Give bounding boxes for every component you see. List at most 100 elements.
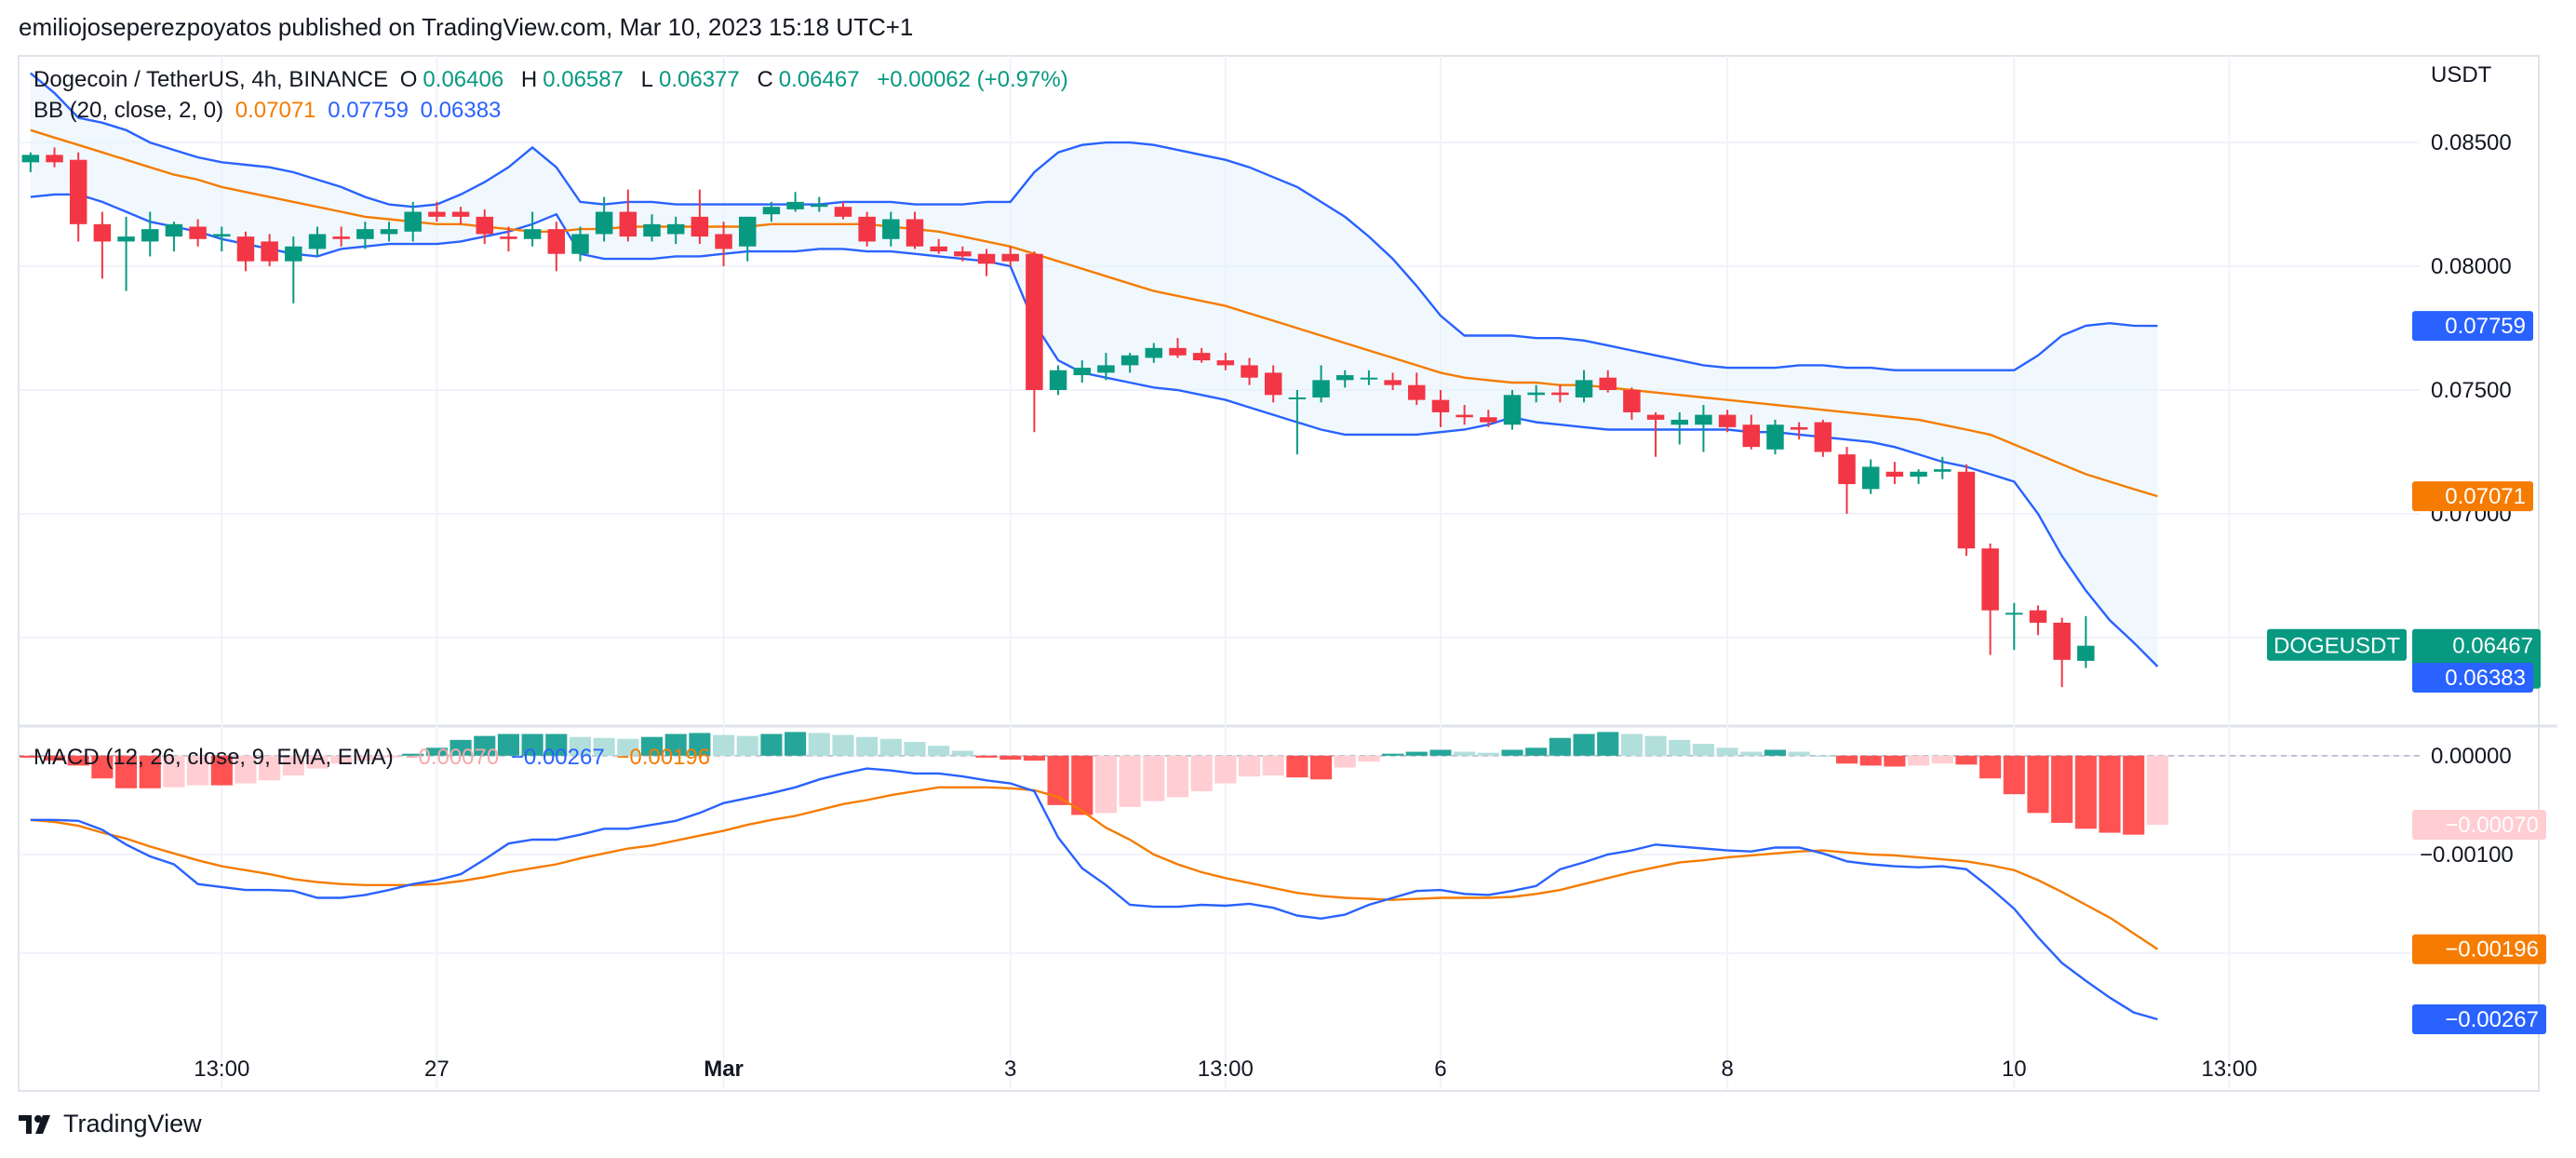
candle-body [1599, 377, 1617, 390]
bb-basis-line [30, 128, 2158, 498]
candle-body [2029, 610, 2047, 623]
macd-histogram-bar [1214, 755, 1237, 784]
tradingview-brand[interactable]: TradingView [19, 1110, 202, 1138]
candle-body [571, 234, 589, 254]
candle-body [858, 216, 876, 242]
macd-histogram-bar [330, 755, 353, 764]
macd-histogram-bar [569, 736, 592, 756]
bb-upper-line [30, 72, 2158, 371]
macd-histogram-bar [378, 755, 400, 758]
candle-body [1503, 395, 1522, 425]
macd-histogram-bar [1310, 755, 1333, 780]
macd-histogram-bar [951, 750, 973, 756]
candle-body [1575, 380, 1593, 397]
published-header: emiliojoseperezpoyatos published on Trad… [19, 13, 913, 42]
macd-histogram-bar [1143, 755, 1165, 801]
candle-body [1241, 365, 1258, 378]
candle-body [451, 211, 470, 217]
candle-body [1456, 414, 1473, 418]
bb-lower-tag: 0.06383 [2412, 663, 2533, 693]
bb-legend: BB (20, close, 2, 0) 0.07071 0.07759 0.0… [34, 98, 506, 124]
bb-lower-line [30, 193, 2159, 667]
macd-histogram-bar [545, 734, 568, 756]
candle-body [1646, 414, 1665, 420]
macd-histogram-bar [1477, 752, 1499, 756]
macd-histogram-bar [1835, 755, 1858, 764]
bb-upper-tag-bg [2412, 311, 2533, 342]
macd-histogram-bar [593, 737, 615, 756]
macd-histogram-bar [1094, 755, 1117, 814]
macd-histogram-bar [1358, 755, 1380, 762]
candle-body [2006, 613, 2023, 615]
candle-body [1431, 399, 1450, 412]
candle-body [1623, 390, 1641, 412]
macd-histogram-bar [1405, 751, 1428, 756]
macd-histogram-bar [1859, 755, 1882, 766]
price-axis-unit: USDT [2431, 62, 2492, 88]
macd-line [30, 767, 2158, 1021]
candle-body [1551, 392, 1569, 396]
candle-body [666, 223, 685, 235]
macd-histogram-bar [1692, 744, 1714, 756]
candle-body [261, 241, 278, 262]
bollinger-bands [30, 72, 2159, 667]
time-tick-label: 13:00 [1198, 1057, 1254, 1082]
macd-histogram-bar [856, 736, 879, 756]
macd-histogram-bar [1334, 755, 1356, 768]
candle-body [834, 207, 852, 217]
macd-histogram-bar [1764, 749, 1787, 756]
macd-histogram-bar [785, 732, 807, 756]
bb-upper-tag: 0.07759 [2412, 311, 2533, 342]
candle-body [1766, 424, 1784, 450]
candle-body [117, 236, 135, 242]
candle-body [165, 223, 183, 237]
macd-histogram-bar [235, 755, 257, 784]
candle-body [1742, 424, 1761, 448]
bb-lower-value: 0.06383 [420, 98, 502, 123]
macd-histogram-bar [1286, 755, 1308, 778]
macd-histogram-bar [1023, 755, 1045, 761]
macd-histogram-bar [2003, 755, 2025, 795]
bb-lower-tag-bg [2412, 663, 2533, 693]
candle-body [2053, 622, 2071, 660]
candle-body [619, 211, 637, 237]
macd-histogram-bar [1979, 755, 2002, 779]
candle-body [213, 234, 231, 237]
macd-histogram-bar [640, 736, 664, 756]
time-tick-label: 13:00 [2201, 1057, 2257, 1082]
macd-tick-label: −0.00100 [2420, 842, 2514, 868]
macd-signal-value: −0.00196 [616, 745, 711, 770]
candle-body [1480, 417, 1497, 423]
candle-body [141, 229, 159, 242]
candle-body [523, 229, 542, 239]
macd-title[interactable]: MACD (12, 26, close, 9, EMA, EMA) [34, 745, 394, 770]
macd-histogram-bar [1573, 734, 1595, 756]
macd-histogram-bar [20, 755, 42, 758]
macd-histogram-bar [1788, 751, 1810, 756]
macd-histogram-bar [43, 755, 66, 761]
macd-histogram-bar [1190, 755, 1213, 791]
macd-histogram-bar [713, 734, 735, 756]
macd-histogram-bar [1955, 755, 1978, 765]
macd-histogram-bar [1000, 755, 1022, 761]
ohlc-high: H 0.06587 [520, 67, 624, 92]
macd-histogram-bar [1382, 753, 1404, 756]
candle-body [1861, 466, 1880, 490]
macd-histogram-bar [306, 755, 329, 769]
macd-histogram-bar [760, 734, 783, 756]
candle-body [46, 155, 63, 163]
candle-body [332, 236, 350, 239]
macd-histogram-bar [879, 738, 902, 756]
time-tick-label: Mar [704, 1057, 744, 1082]
bb-title[interactable]: BB (20, close, 2, 0) [34, 98, 224, 123]
candle-body [1288, 397, 1307, 399]
ohlc-change: +0.00062 (+0.97%) [877, 67, 1068, 92]
macd-histogram-bar [664, 734, 687, 756]
ohlc-low: L 0.06377 [640, 67, 740, 92]
macd-line-tag: −0.00267 [2412, 1004, 2546, 1034]
macd-histogram-bar [689, 733, 711, 756]
candle-body [21, 155, 40, 163]
symbol-title[interactable]: Dogecoin / TetherUS, 4h, BINANCE [34, 67, 389, 92]
candle-body [595, 211, 613, 235]
